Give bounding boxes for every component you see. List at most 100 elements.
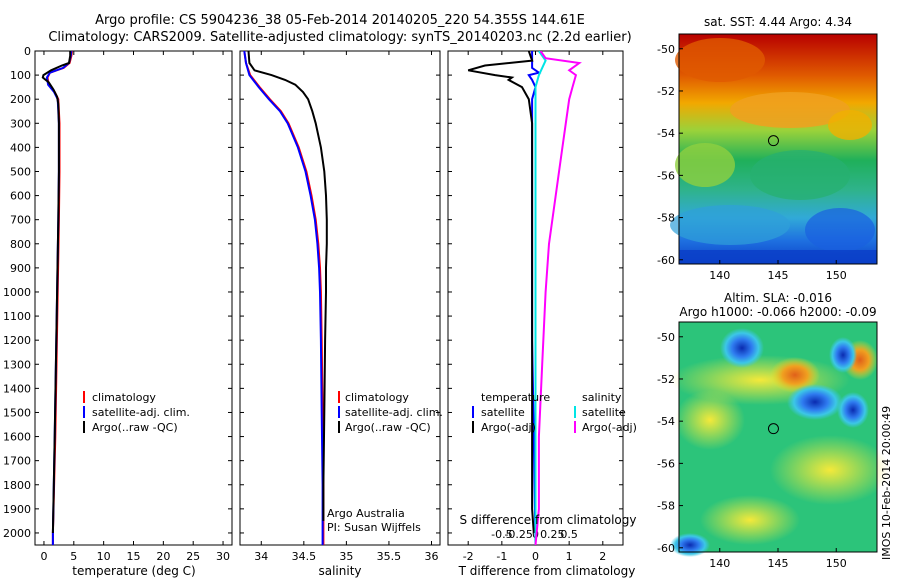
argo-float-marker — [767, 423, 779, 435]
chart-subtitle: Climatology: CARS2009. Satellite-adjuste… — [48, 30, 632, 45]
y-tick-label: 700 — [10, 214, 31, 227]
legend-entry: Argo(..raw -QC) — [345, 421, 431, 434]
temperature-panel-frame — [34, 50, 233, 546]
x-top-tick-label: 0.5 — [560, 528, 578, 541]
difference-xlabel-top: S difference from climatology — [460, 513, 637, 527]
credit-line-2: PI: Susan Wijffels — [327, 521, 421, 534]
series-line-satellite — [527, 51, 542, 545]
map-x-tick-label: 150 — [826, 269, 847, 282]
series-line-argo-raw-qc- — [247, 51, 328, 521]
map-y-tick-label: -56 — [657, 457, 675, 470]
legend-entry: climatology — [92, 391, 156, 404]
y-tick-label: 1900 — [3, 503, 31, 516]
x-tick-label: 5 — [70, 550, 77, 563]
map-x-tick-label: 145 — [768, 269, 789, 282]
x-tick-label: 35 — [339, 550, 353, 563]
x-tick-label: 35.5 — [377, 550, 402, 563]
y-tick-label: 1600 — [3, 431, 31, 444]
salinity-legend: climatology satellite-adj. clim. Argo(..… — [338, 391, 443, 434]
chart-title: Argo profile: CS 5904236_38 05-Feb-2014 … — [95, 13, 585, 28]
sst-heatmap — [670, 34, 877, 264]
y-tick-label: 900 — [10, 262, 31, 275]
y-tick-label: 1100 — [3, 310, 31, 323]
series-line-climatology — [243, 51, 325, 545]
y-tick-label: 300 — [10, 117, 31, 130]
legend-entry: satellite-adj. clim. — [345, 406, 443, 419]
legend-entry: satellite-adj. clim. — [92, 406, 190, 419]
x-tick-label: 2 — [599, 550, 606, 563]
y-tick-label: 1400 — [3, 382, 31, 395]
difference-xlabel: T difference from climatology — [458, 564, 636, 578]
legend-group-salinity: salinity — [582, 391, 622, 404]
y-tick-label: 400 — [10, 141, 31, 154]
difference-legend: temperature salinity satellite Argo(-adj… — [472, 391, 637, 434]
x-tick-label: -2 — [463, 550, 474, 563]
x-top-tick-label: 0.25 — [540, 528, 565, 541]
x-tick-label: 0 — [40, 550, 47, 563]
y-tick-label: 1200 — [3, 334, 31, 347]
x-tick-label: 30 — [216, 550, 230, 563]
y-tick-label: 1500 — [3, 406, 31, 419]
series-line-argo-raw-qc- — [41, 51, 72, 534]
map-y-tick-label: -60 — [657, 542, 675, 555]
legend-entry: satellite — [582, 406, 626, 419]
temperature-xlabel: temperature (deg C) — [72, 564, 195, 578]
series-line-argo-adj- — [467, 51, 535, 534]
map-x-tick-label: 150 — [826, 557, 847, 570]
y-tick-label: 0 — [24, 45, 31, 58]
map-y-tick-label: -52 — [657, 373, 675, 386]
map-x-tick-label: 145 — [768, 557, 789, 570]
legend-entry: Argo(..raw -QC) — [92, 421, 178, 434]
y-tick-label: 100 — [10, 69, 31, 82]
sst-map-title: sat. SST: 4.44 Argo: 4.34 — [704, 15, 852, 29]
map-y-tick-label: -58 — [657, 500, 675, 513]
sla-map-subtitle: Argo h1000: -0.066 h2000: -0.09 — [679, 305, 876, 319]
y-tick-label: 1300 — [3, 358, 31, 371]
x-tick-label: 34 — [254, 550, 268, 563]
y-tick-label: 1700 — [3, 455, 31, 468]
series-line-satellite-adj-clim- — [243, 51, 324, 545]
x-tick-label: 15 — [127, 550, 141, 563]
sla-heatmap — [670, 322, 890, 557]
argo-float-marker — [767, 135, 779, 147]
legend-entry: Argo(-adj) — [481, 421, 536, 434]
x-tick-label: 0 — [532, 550, 539, 563]
x-tick-label: 20 — [156, 550, 170, 563]
generation-stamp: IMOS 10-Feb-2014 20:00:49 — [880, 405, 893, 560]
map-y-tick-label: -50 — [657, 331, 675, 344]
salinity-panel-frame — [239, 50, 441, 546]
salinity-xlabel: salinity — [318, 564, 361, 578]
legend-group-temperature: temperature — [481, 391, 550, 404]
map-y-tick-label: -56 — [657, 169, 675, 182]
map-x-tick-label: 140 — [709, 269, 730, 282]
sla-map-title: Altim. SLA: -0.016 — [724, 291, 832, 305]
temperature-legend: climatology satellite-adj. clim. Argo(..… — [83, 391, 190, 434]
map-y-tick-label: -54 — [657, 415, 675, 428]
x-top-tick-label: -0.25 — [504, 528, 532, 541]
credit-line-1: Argo Australia — [327, 507, 405, 520]
x-tick-label: 25 — [186, 550, 200, 563]
series-line-argo-adj- — [534, 51, 582, 545]
map-x-tick-label: 140 — [709, 557, 730, 570]
x-tick-label: -1 — [496, 550, 507, 563]
x-tick-label: 1 — [566, 550, 573, 563]
x-top-tick-label: -0.5 — [491, 528, 512, 541]
y-tick-label: 1000 — [3, 286, 31, 299]
map-y-tick-label: -60 — [657, 254, 675, 267]
map-y-tick-label: -50 — [657, 43, 675, 56]
map-y-tick-label: -58 — [657, 212, 675, 225]
y-tick-label: 2000 — [3, 527, 31, 540]
map-y-tick-label: -54 — [657, 127, 675, 140]
legend-entry: climatology — [345, 391, 409, 404]
y-tick-label: 200 — [10, 93, 31, 106]
x-tick-label: 34.5 — [292, 550, 317, 563]
series-line-satellite — [534, 51, 547, 545]
map-y-tick-label: -52 — [657, 85, 675, 98]
y-tick-label: 600 — [10, 190, 31, 203]
x-tick-label: 10 — [97, 550, 111, 563]
y-tick-label: 1800 — [3, 479, 31, 492]
legend-entry: satellite — [481, 406, 525, 419]
x-tick-label: 36 — [424, 550, 438, 563]
y-tick-label: 500 — [10, 165, 31, 178]
